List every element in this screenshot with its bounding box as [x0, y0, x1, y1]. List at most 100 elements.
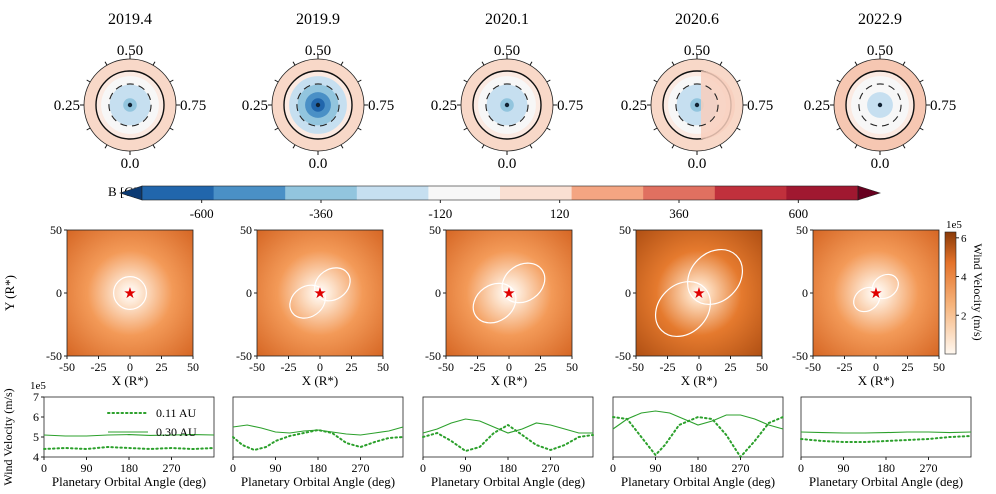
- alfven-lobe: [654, 281, 711, 338]
- phase-tick: [546, 79, 551, 83]
- phase-label-right: 0.75: [368, 98, 394, 114]
- phase-tick: [836, 79, 841, 83]
- series-line-0-11-au: [422, 423, 594, 453]
- phase-tick: [169, 79, 174, 83]
- wind-map-image: [66, 229, 194, 357]
- phase-tick: [529, 61, 533, 66]
- alfven-surface: [472, 262, 546, 324]
- alfven-lobe: [853, 286, 881, 313]
- phase-label-right: 0.75: [557, 98, 583, 114]
- phase-tick: [463, 79, 468, 83]
- x-tick-label: -25: [470, 360, 486, 374]
- dashed-ring: [296, 83, 340, 127]
- phase-tick: [340, 144, 344, 149]
- y-tick-label: 0: [246, 286, 252, 300]
- colorbar-segment: [500, 186, 573, 200]
- alfven-lobe: [501, 262, 546, 304]
- velocity-colorbar-gradient: [944, 231, 957, 355]
- x-tick-label: 90: [838, 461, 850, 475]
- line-y-exponent: 1e5: [30, 380, 46, 392]
- x-tick-label: -25: [837, 360, 853, 374]
- phase-label-bottom: 0.0: [121, 156, 140, 172]
- phase-tick: [86, 127, 91, 131]
- pole-dot: [315, 102, 321, 108]
- x-tick-label: 0: [873, 360, 879, 374]
- x-tick-label: 0: [317, 360, 323, 374]
- series-line-0-11-au: [612, 415, 784, 459]
- phase-label-top: 0.50: [494, 43, 520, 59]
- x-tick-label: 90: [270, 461, 282, 475]
- x-tick-label: 0: [696, 360, 702, 374]
- y-tick-label: 50: [50, 223, 62, 237]
- polar-map-row: 2019.4 0.50 0.25 0.75 0.0 2019.9 0.50 0.25 0.75 0…: [54, 11, 957, 172]
- phase-tick: [919, 127, 924, 131]
- dashed-ring: [675, 83, 719, 127]
- phase-label-top: 0.50: [117, 43, 143, 59]
- epoch-title: 2019.9: [296, 11, 340, 28]
- colorbar-segment: [643, 186, 716, 200]
- pole-dot: [877, 102, 883, 108]
- star-marker: ★: [869, 286, 882, 302]
- epoch-title: 2020.1: [485, 11, 529, 28]
- phase-tick: [463, 127, 468, 131]
- phase-tick: [292, 61, 296, 66]
- wind-map-image: [445, 229, 573, 357]
- x-tick-label: -50: [805, 360, 821, 374]
- series-line-0-11-au: [800, 435, 972, 443]
- phase-tick: [152, 144, 156, 149]
- wind-map-2019.4: ★ -50 -25 0 25 50 X (R*) 50 0 -50 Y (R*): [2, 223, 199, 388]
- x-axis-label: Planetary Orbital Angle (deg): [52, 474, 206, 489]
- x-tick-label: 0: [506, 360, 512, 374]
- alfven-lobe: [289, 284, 326, 319]
- y-tick-label: 7: [33, 390, 39, 404]
- phase-label-bottom: 0.0: [688, 156, 707, 172]
- x-tick-label: 25: [535, 360, 547, 374]
- phase-label-right: 0.75: [180, 98, 206, 114]
- x-axis-label: Planetary Orbital Angle (deg): [809, 474, 963, 489]
- x-tick-label: 50: [933, 360, 945, 374]
- phase-tick: [719, 61, 723, 66]
- x-tick-label: 25: [346, 360, 358, 374]
- alfven-lobe: [871, 273, 899, 300]
- wind-map-image: [635, 229, 763, 357]
- legend-label: 0.11 AU: [156, 406, 197, 420]
- y-tick-label: 50: [619, 223, 631, 237]
- x-tick-label: 50: [377, 360, 389, 374]
- velocity-colorbar-tick-label: 6: [961, 233, 967, 245]
- phase-label-bottom: 0.0: [309, 156, 328, 172]
- phase-tick: [902, 144, 906, 149]
- y-tick-label: 0: [56, 286, 62, 300]
- x-axis-label: X (R*): [302, 373, 338, 388]
- star-marker: ★: [502, 286, 515, 302]
- line-y-label: Wind Velocity (m/s): [1, 388, 15, 485]
- phase-tick: [854, 144, 858, 149]
- x-tick-label: 0: [127, 360, 133, 374]
- phase-tick: [671, 61, 675, 66]
- star-marker: ★: [123, 286, 136, 302]
- y-tick-label: -50: [615, 349, 631, 363]
- x-axis-label: X (R*): [681, 373, 717, 388]
- wind-velocity-colorbar: 1e5 Wind Velocity (m/s) 6 4 2: [944, 219, 985, 355]
- y-tick-label: 0: [802, 286, 808, 300]
- x-tick-label: 270: [542, 461, 560, 475]
- phase-tick: [86, 79, 91, 83]
- colorbar-segment: [285, 186, 358, 200]
- x-tick-label: 25: [156, 360, 168, 374]
- alfven-surface: [654, 248, 744, 338]
- alfven-lobe: [472, 282, 517, 324]
- colorbar-tick-label: 120: [550, 206, 570, 221]
- velocity-colorbar-tick-label: 4: [961, 272, 967, 284]
- colorbar-segment: [142, 186, 215, 200]
- alfven-lobe: [314, 267, 351, 302]
- line-plot-row: 1e5 Wind Velocity (m/s) 0 90 180 270Planeta…: [1, 380, 972, 489]
- x-tick-label: 180: [309, 461, 327, 475]
- colorbar-segment: [213, 186, 286, 200]
- alfven-lobe: [687, 248, 744, 305]
- colorbar-segment: [571, 186, 644, 200]
- polar-map-2022.9: 2022.9 0.50 0.25 0.75 0.0: [804, 11, 957, 172]
- colorbar-tick-label: 360: [669, 206, 689, 221]
- velocity-colorbar-tick-label: 2: [961, 310, 967, 322]
- x-tick-label: -25: [91, 360, 107, 374]
- plot-frame: [612, 396, 784, 458]
